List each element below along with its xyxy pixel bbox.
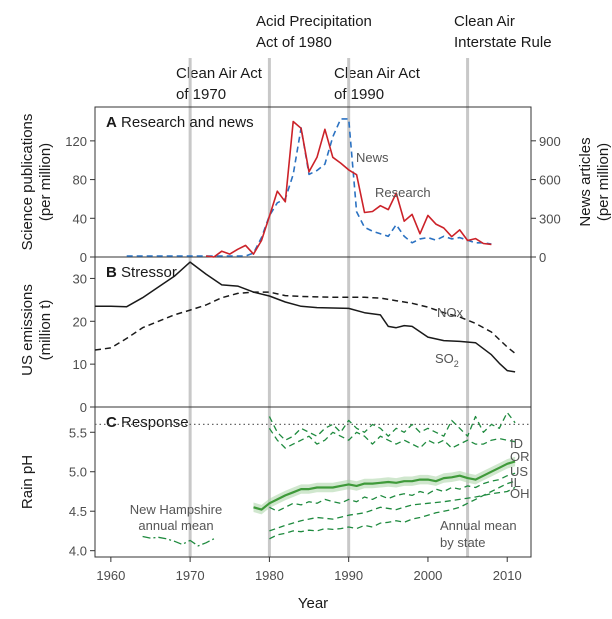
x-tick-label-2010: 2010 [493, 568, 522, 583]
state-label-or: OR [510, 449, 530, 464]
y-tick-label-2-4.5: 4.5 [69, 504, 87, 519]
y-right-tick-label-300: 300 [539, 211, 561, 226]
state-mean-label-line2: by state [440, 535, 486, 550]
panel-a-title: A Research and news [106, 114, 254, 131]
panel-a-ylabel-right-line2: (per million) [595, 143, 612, 221]
us-band [253, 456, 516, 515]
state-label-oh: OH [510, 486, 530, 501]
series-il-line [269, 472, 516, 512]
x-axis-label: Year [298, 595, 328, 612]
panel-b-ylabel-line2: (million t) [37, 300, 54, 361]
panel-b-letter: B [106, 264, 117, 281]
y-tick-label-2-4.0: 4.0 [69, 544, 87, 559]
y-tick-label-1-0: 0 [80, 400, 87, 415]
so2-label-sub: 2 [454, 359, 459, 369]
new-hampshire-label-line1: New Hampshire [130, 502, 222, 517]
y-tick-label-0-0: 0 [80, 250, 87, 265]
event-1990-label-line2: of 1990 [334, 86, 384, 103]
x-tick-label-1980: 1980 [255, 568, 284, 583]
y-right-tick-label-600: 600 [539, 173, 561, 188]
panel-c-frame [94, 406, 532, 558]
x-tick-label-1990: 1990 [334, 568, 363, 583]
panel-a-ylabel-line1: Science publications [19, 114, 36, 251]
series-oh-line [269, 480, 516, 540]
state-label-id: ID [510, 436, 523, 451]
event-labels: Acid Precipitation Act of 1980 Clean Air… [176, 13, 552, 103]
y-tick-label-1-30: 30 [73, 271, 87, 286]
series-state-extra-1-line [269, 486, 516, 532]
panel-c-title: C Response [106, 414, 189, 431]
event-2005-label-line2: Interstate Rule [454, 34, 552, 51]
series-so2-line [95, 261, 516, 373]
panel-c-title-text: Response [121, 414, 189, 431]
y-tick-label-2-5.5: 5.5 [69, 425, 87, 440]
state-label-il: IL [510, 475, 521, 490]
series-or-line [268, 427, 516, 449]
news-series-label: News [356, 150, 389, 165]
axis-ticks: 1960 1970 1980 1990 2000 20100408012003006009… [65, 134, 560, 583]
event-2005-label-line1: Clean Air [454, 13, 515, 30]
panel-a-ylabel-line2: (per million) [37, 143, 54, 221]
y-tick-label-0-40: 40 [73, 211, 87, 226]
y-tick-label-1-20: 20 [73, 314, 87, 329]
y-right-tick-label-900: 900 [539, 134, 561, 149]
panel-c-letter: C [106, 414, 117, 431]
event-1990-label-line1: Clean Air Act [334, 65, 421, 82]
research-series-label: Research [375, 185, 431, 200]
y-tick-label-0-120: 120 [65, 134, 87, 149]
y-right-tick-label-0: 0 [539, 250, 546, 265]
so2-label-main: SO [435, 351, 454, 366]
series-us-line [253, 460, 516, 511]
panel-a-ylabel-right-line1: News articles [577, 137, 594, 226]
y-tick-label-0-80: 80 [73, 173, 87, 188]
panel-b-title-text: Stressor [121, 264, 177, 281]
series-layer [94, 118, 531, 547]
panel-a-letter: A [106, 114, 117, 131]
so2-series-label: SO2 [435, 351, 459, 369]
state-mean-label-line1: Annual mean [440, 518, 517, 533]
event-1980-label-line2: Act of 1980 [256, 34, 332, 51]
x-tick-label-1970: 1970 [176, 568, 205, 583]
nox-series-label: NOx [437, 305, 464, 320]
series-research-line [205, 120, 492, 258]
event-1980-label-line1: Acid Precipitation [256, 13, 372, 30]
panel-b-title: B Stressor [106, 264, 177, 281]
y-tick-label-2-5.0: 5.0 [69, 465, 87, 480]
panel-a-title-text: Research and news [121, 114, 254, 131]
event-1970-label-line1: Clean Air Act [176, 65, 263, 82]
panel-b-ylabel-line1: US emissions [19, 284, 36, 376]
event-1970-label-line2: of 1970 [176, 86, 226, 103]
series-news-line [126, 118, 492, 257]
series-nox-line [94, 291, 516, 354]
x-tick-label-1960: 1960 [96, 568, 125, 583]
new-hampshire-label-line2: annual mean [138, 518, 213, 533]
panel-c-ylabel: Rain pH [19, 455, 36, 509]
x-tick-label-2000: 2000 [413, 568, 442, 583]
y-tick-label-1-10: 10 [73, 357, 87, 372]
state-label-us: US [510, 464, 528, 479]
series-new-hampshire-annual-mean-line [142, 535, 215, 547]
series-id-line [268, 411, 516, 441]
